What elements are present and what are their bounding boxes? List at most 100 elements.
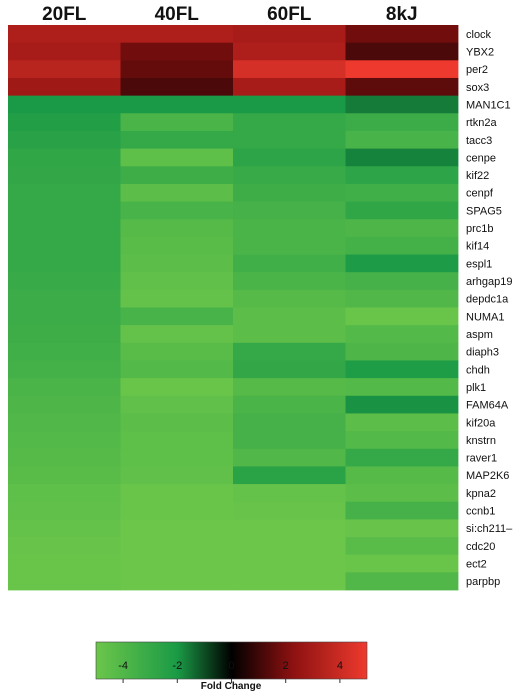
colorbar-ticks: -4 -2 0 2 4 xyxy=(118,660,343,683)
heatmap-cell xyxy=(8,254,121,273)
heatmap-cell xyxy=(233,342,346,361)
heatmap-cell xyxy=(120,25,234,44)
row-label: MAP2K6 xyxy=(466,470,509,482)
colorbar-tick-label: -4 xyxy=(118,660,128,672)
colorbar-tick-label: 4 xyxy=(337,660,343,672)
heatmap-cell xyxy=(233,77,346,97)
heatmap-cell xyxy=(120,554,234,573)
heatmap-cell xyxy=(8,431,121,450)
heatmap-cell xyxy=(8,236,121,255)
row-label: cenpf xyxy=(466,188,494,200)
heatmap-cell xyxy=(120,272,234,291)
heatmap-cell xyxy=(233,378,346,397)
heatmap-cell xyxy=(120,183,234,202)
row-label: clock xyxy=(466,29,492,41)
heatmap-cell xyxy=(120,219,234,238)
row-label: rtkn2a xyxy=(466,117,497,129)
colorbar-tick-label: 2 xyxy=(283,660,289,672)
heatmap-cell xyxy=(120,572,234,591)
heatmap-cells xyxy=(8,25,459,591)
heatmap-cell xyxy=(233,60,346,79)
heatmap-cell xyxy=(345,77,459,97)
heatmap-cell xyxy=(120,95,234,114)
heatmap-cell xyxy=(8,183,121,202)
heatmap-cell xyxy=(8,466,121,485)
heatmap-cell xyxy=(233,236,346,255)
heatmap-cell xyxy=(233,272,346,291)
heatmap-cell xyxy=(345,519,459,538)
row-label: raver1 xyxy=(466,453,497,465)
row-labels: clock YBX2 per2 sox3 MAN1C1 rtkn2a tacc3 cenpe k… xyxy=(466,29,513,588)
heatmap-cell xyxy=(233,484,346,503)
row-label: knstrn xyxy=(466,435,496,447)
colorbar-title: Fold Change xyxy=(201,681,262,692)
heatmap-cell xyxy=(8,307,121,326)
heatmap-cell xyxy=(8,554,121,573)
row-label: kif20a xyxy=(466,417,496,429)
heatmap-cell xyxy=(8,95,121,114)
heatmap-cell xyxy=(233,307,346,326)
heatmap-cell xyxy=(8,148,121,167)
row-label: kpna2 xyxy=(466,488,496,500)
row-label: aspm xyxy=(466,329,493,341)
heatmap-cell xyxy=(233,448,346,467)
heatmap-cell xyxy=(345,130,459,149)
row-label: kif22 xyxy=(466,170,489,182)
heatmap-cell xyxy=(8,201,121,220)
heatmap-cell xyxy=(345,448,459,467)
heatmap-cell xyxy=(120,395,234,414)
heatmap-cell xyxy=(233,501,346,520)
heatmap-cell xyxy=(345,325,459,344)
heatmap-cell xyxy=(8,60,121,79)
row-label: arhgap19 xyxy=(466,276,513,288)
heatmap-cell xyxy=(345,42,459,61)
heatmap-cell xyxy=(120,537,234,556)
heatmap-cell xyxy=(345,572,459,591)
heatmap-cell xyxy=(345,25,459,44)
heatmap-cell xyxy=(233,360,346,379)
row-label: SPAG5 xyxy=(466,205,502,217)
heatmap-cell xyxy=(345,360,459,379)
heatmap-cell xyxy=(8,130,121,149)
row-label: si:ch211– xyxy=(466,523,513,535)
heatmap-cell xyxy=(8,413,121,432)
heatmap-cell xyxy=(120,501,234,520)
column-label: 60FL xyxy=(267,4,312,25)
heatmap-cell xyxy=(233,572,346,591)
heatmap-cell xyxy=(233,466,346,485)
heatmap-cell xyxy=(345,554,459,573)
heatmap-cell xyxy=(120,130,234,149)
heatmap-cell xyxy=(345,183,459,202)
heatmap-cell xyxy=(345,219,459,238)
colorbar-gradient xyxy=(95,641,368,680)
heatmap-cell xyxy=(120,360,234,379)
heatmap-cell xyxy=(8,77,121,97)
heatmap-cell xyxy=(233,166,346,185)
heatmap-cell xyxy=(8,519,121,538)
heatmap-cell xyxy=(345,166,459,185)
heatmap-cell xyxy=(120,413,234,432)
row-label: chdh xyxy=(466,364,490,376)
heatmap-cell xyxy=(8,25,121,44)
row-label: MAN1C1 xyxy=(466,99,511,111)
heatmap-cell xyxy=(233,519,346,538)
heatmap-cell xyxy=(8,537,121,556)
heatmap-cell xyxy=(345,113,459,132)
heatmap-cell xyxy=(233,130,346,149)
row-label: prc1b xyxy=(466,223,494,235)
heatmap-cell xyxy=(233,537,346,556)
heatmap-cell xyxy=(345,60,459,79)
heatmap-cell xyxy=(120,254,234,273)
heatmap-cell xyxy=(8,572,121,591)
row-label: cenpe xyxy=(466,152,496,164)
heatmap-cell xyxy=(8,113,121,132)
heatmap-cell xyxy=(233,95,346,114)
heatmap-cell xyxy=(345,272,459,291)
heatmap-cell xyxy=(233,289,346,308)
heatmap-cell xyxy=(233,201,346,220)
heatmap-cell xyxy=(120,378,234,397)
heatmap-cell xyxy=(8,395,121,414)
heatmap-cell xyxy=(233,554,346,573)
heatmap-cell xyxy=(345,289,459,308)
heatmap-cell xyxy=(8,289,121,308)
